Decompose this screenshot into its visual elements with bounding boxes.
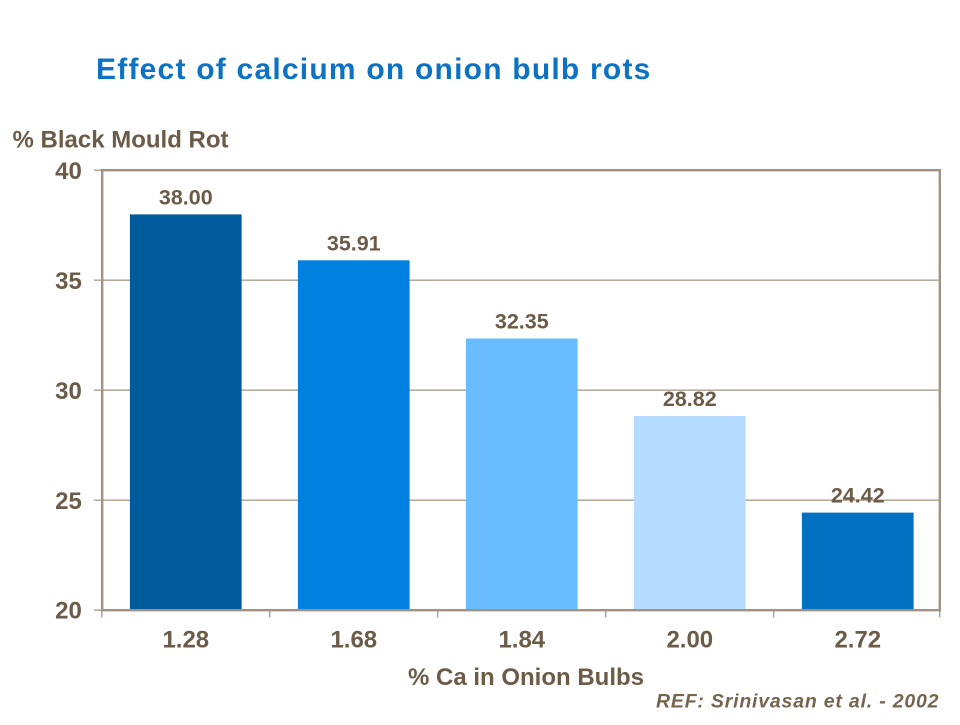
svg-text:Effect of calcium on onion bul: Effect of calcium on onion bulb rots	[96, 53, 652, 86]
svg-text:% Black Mould Rot: % Black Mould Rot	[13, 126, 229, 153]
svg-text:% Ca in Onion Bulbs: % Ca in Onion Bulbs	[408, 664, 644, 691]
svg-text:32.35: 32.35	[495, 310, 549, 334]
svg-text:25: 25	[55, 488, 82, 515]
svg-text:28.82: 28.82	[663, 387, 717, 411]
svg-text:1.68: 1.68	[330, 627, 377, 654]
svg-text:40: 40	[55, 158, 82, 185]
svg-text:35.91: 35.91	[327, 231, 381, 255]
svg-text:24.42: 24.42	[831, 484, 885, 508]
svg-text:20: 20	[55, 598, 82, 625]
svg-text:30: 30	[55, 378, 82, 405]
svg-text:1.28: 1.28	[162, 627, 209, 654]
svg-text:1.84: 1.84	[498, 627, 545, 654]
svg-text:2.00: 2.00	[666, 627, 713, 654]
svg-text:REF: Srinivasan et al. - 2002: REF: Srinivasan et al. - 2002	[656, 691, 939, 713]
svg-text:38.00: 38.00	[159, 186, 213, 210]
svg-text:35: 35	[55, 268, 82, 295]
svg-text:2.72: 2.72	[834, 627, 881, 654]
